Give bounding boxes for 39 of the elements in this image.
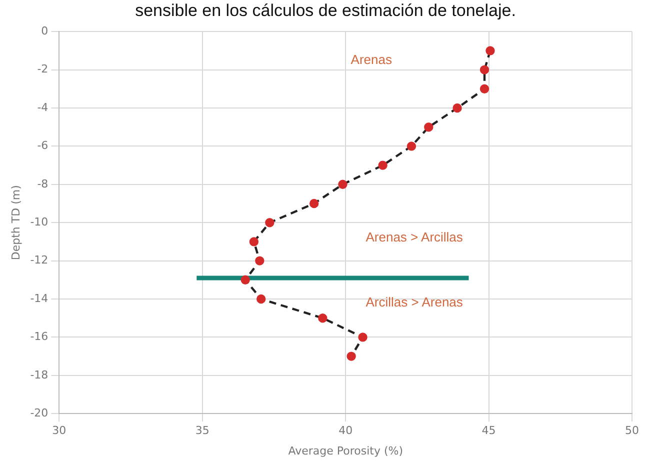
point [346,352,356,361]
point [265,218,274,228]
y-tick-label: -2 [37,62,48,76]
y-tick-label: 0 [41,24,48,38]
y-tick-label: -8 [37,177,48,190]
y-axis-title: Depth TD (m) [9,185,22,260]
y-tick-label: -16 [30,330,48,344]
point [338,180,348,189]
annotation: Arenas [350,52,392,67]
x-tick-label: 40 [338,424,353,438]
point [256,294,266,304]
point [309,198,319,208]
y-tick-label: -20 [30,406,48,420]
x-tick-label: 50 [625,424,639,438]
x-axis-title: Average Porosity (%) [288,444,403,458]
y-tick-label: -4 [37,100,48,114]
point [318,314,328,323]
point [480,65,490,74]
x-tick-label: 35 [195,424,210,438]
point [480,84,490,94]
point [249,237,259,246]
x-tick-label: 45 [482,424,496,438]
annotation: Arcillas > Arenas [366,294,464,310]
point [255,256,264,266]
point [240,275,250,284]
x-tick-label: 30 [52,424,66,438]
point [452,103,462,113]
point [378,160,388,170]
y-tick-label: -10 [30,215,48,228]
point [486,46,495,56]
annotation: Arenas > Arcillas [366,229,464,244]
text: sensible en los cálculos de estimación de tonelaje. [134,0,517,22]
y-tick-label: -12 [30,254,48,267]
point [358,332,368,342]
point [424,122,434,132]
point [406,142,416,151]
y-tick-label: -18 [30,368,48,382]
y-tick-label: -14 [30,292,48,305]
y-tick-label: -6 [37,139,48,152]
